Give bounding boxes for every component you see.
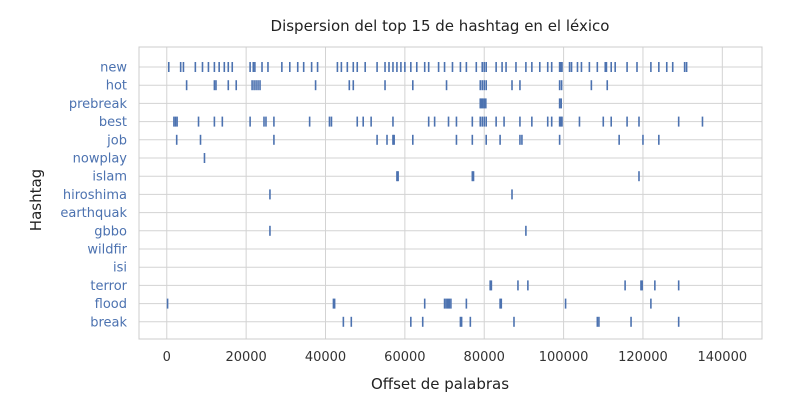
y-tick-label: wildfir (87, 243, 127, 258)
y-tick-label: terror (90, 279, 127, 294)
x-tick-label: 0 (163, 350, 171, 365)
y-tick-label: isi (113, 261, 127, 276)
y-tick-label: nowplay (73, 152, 128, 167)
y-tick-label: gbbo (94, 224, 127, 239)
y-tick-label: best (99, 115, 127, 130)
x-tick-label: 20000 (225, 350, 266, 365)
y-tick-label: prebreak (69, 97, 128, 112)
x-tick-label: 40000 (305, 350, 346, 365)
x-tick-label: 120000 (618, 350, 668, 365)
x-axis-label: Offset de palabras (371, 375, 509, 393)
chart-title: Dispersion del top 15 de hashtag en el l… (271, 17, 610, 35)
x-tick-label: 60000 (384, 350, 425, 365)
y-axis-ticks: new hot prebreak best job nowplay islam hiroshi… (60, 61, 127, 331)
x-axis-ticks: 0 20000 40000 60000 80000 100000 120000 140000 (163, 350, 748, 365)
y-tick-label: job (106, 133, 127, 148)
y-tick-label: islam (92, 170, 127, 185)
y-tick-label: flood (95, 297, 127, 312)
y-tick-label: hiroshima (63, 188, 127, 203)
x-tick-label: 140000 (697, 350, 747, 365)
x-tick-label: 80000 (464, 350, 505, 365)
y-tick-label: hot (106, 79, 127, 94)
plot-frame (138, 46, 763, 340)
x-tick-label: 100000 (539, 350, 589, 365)
y-tick-label: break (90, 315, 127, 330)
grid (139, 47, 762, 339)
dispersion-marks (166, 62, 704, 327)
y-axis-label: Hashtag (27, 169, 45, 231)
y-tick-label: new (100, 61, 127, 76)
y-tick-label: earthquak (60, 206, 127, 221)
